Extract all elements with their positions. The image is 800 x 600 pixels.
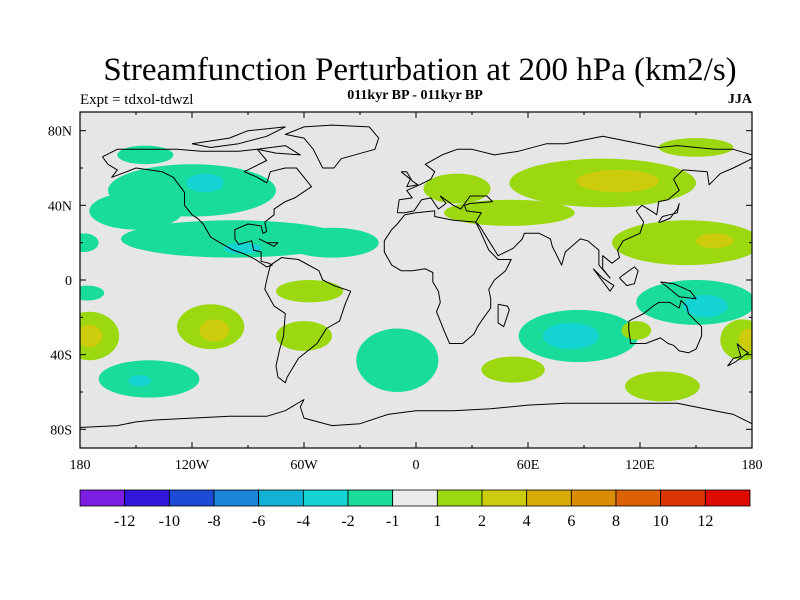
colorbar-label: 4 <box>523 513 531 530</box>
field-region-n2 <box>186 173 224 193</box>
coastline-segment <box>284 124 380 169</box>
field-region-p1 <box>423 173 491 204</box>
coastline-segment <box>592 268 615 292</box>
coastline-segment <box>396 135 752 279</box>
lat-tick-label: 40N <box>48 199 72 214</box>
colorbar-swatch <box>124 489 170 507</box>
colorbar-label: -4 <box>297 513 310 530</box>
coastline-segment <box>628 300 703 354</box>
colorbar-label: -12 <box>114 513 135 530</box>
lon-tick-label: 120W <box>175 458 210 473</box>
lon-tick-label: 60E <box>517 458 540 473</box>
coastline-segment <box>727 343 749 367</box>
experiment-label: Expt = tdxol-tdwzl <box>80 92 194 108</box>
colorbar-swatch <box>436 489 483 507</box>
colorbar-label: -6 <box>252 513 265 530</box>
field-region-p1 <box>444 199 575 226</box>
field-region-p1 <box>481 356 545 383</box>
streamfunction-field <box>80 138 752 402</box>
field-region-n1 <box>117 145 174 165</box>
coastline-segment <box>257 145 301 156</box>
field-region-n1 <box>238 224 314 251</box>
colorbar-swatch <box>213 489 260 507</box>
field-region-p1 <box>621 321 652 340</box>
field-region-n2 <box>128 375 151 387</box>
field-region-p2 <box>199 319 230 342</box>
field-region-n2 <box>223 242 262 254</box>
colorbar-label: 12 <box>697 513 713 530</box>
coastline-segment <box>258 238 279 247</box>
colorbar-label: 8 <box>612 513 620 530</box>
lon-tick-label: 0 <box>413 458 420 473</box>
lon-tick-label: 180 <box>742 458 763 473</box>
field-region-n2 <box>542 322 599 350</box>
colorbar-swatch <box>660 489 706 507</box>
lat-tick-label: 0 <box>65 274 72 289</box>
colorbar-swatch <box>570 489 617 507</box>
field-region-p2 <box>738 328 752 351</box>
colorbar-label: -2 <box>341 513 354 530</box>
field-region-p1 <box>612 220 752 266</box>
field-region-n2 <box>682 294 728 318</box>
map-axes: 180 120W 60W 0 60E 120E 180 80N 40N 0 40S 80S <box>48 112 763 473</box>
colorbar-swatch <box>392 489 438 507</box>
plot-subtitle: 011kyr BP - 011kyr BP <box>347 88 483 103</box>
field-region-p2 <box>576 169 659 193</box>
coastline-segment <box>658 203 680 223</box>
colorbar-label: 10 <box>653 513 669 530</box>
colorbar-label: -8 <box>207 513 220 530</box>
lon-tick-label: 60W <box>290 458 318 473</box>
coastline-segment <box>264 257 352 384</box>
coastline-segment <box>383 210 512 344</box>
colorbar-swatch <box>347 489 394 507</box>
colorbar-label: 1 <box>433 513 441 530</box>
colorbar-label: -1 <box>386 513 399 530</box>
field-region-p1 <box>625 371 700 402</box>
coastline-segment <box>619 266 639 287</box>
lat-tick-label: 40S <box>50 349 72 364</box>
colorbar-swatch <box>168 489 215 507</box>
field-region-p1 <box>276 321 332 351</box>
colorbar-swatch <box>704 489 751 507</box>
coastline-segment <box>660 281 697 300</box>
lat-tick-label: 80S <box>50 423 72 438</box>
field-region-p2 <box>696 233 734 249</box>
coastline-segment <box>497 303 510 328</box>
field-region-n1 <box>80 233 99 252</box>
field-region-n1 <box>356 328 439 392</box>
lat-tick-label: 80N <box>48 125 72 140</box>
lon-tick-label: 180 <box>70 458 91 473</box>
plot-title: Streamfunction Perturbation at 200 hPa (… <box>103 52 737 88</box>
coastline-segment <box>191 126 286 148</box>
coastline-segment <box>80 399 752 428</box>
colorbar-label: 2 <box>478 513 486 530</box>
field-region-p2 <box>80 324 103 348</box>
colorbar-swatch <box>615 489 662 507</box>
coastline-segment <box>101 148 312 268</box>
colorbar-label: 6 <box>567 513 575 530</box>
coastline-segment <box>400 171 419 188</box>
field-region-p1 <box>276 280 344 303</box>
colorbar-swatch <box>302 489 349 507</box>
colorbar-label: -10 <box>159 513 180 530</box>
field-region-n1 <box>89 192 183 230</box>
colorbar-swatch <box>79 489 126 507</box>
colorbar: -12 -10 -8 -6 -4 -2 -1 1 2 4 6 8 10 12 <box>79 489 751 530</box>
season-label: JJA <box>727 92 752 107</box>
lon-tick-label: 120E <box>625 458 655 473</box>
colorbar-swatch <box>526 489 572 507</box>
colorbar-swatch <box>481 489 528 507</box>
colorbar-swatch <box>258 489 304 507</box>
coastlines <box>80 124 752 428</box>
field-region-n1 <box>80 285 105 301</box>
